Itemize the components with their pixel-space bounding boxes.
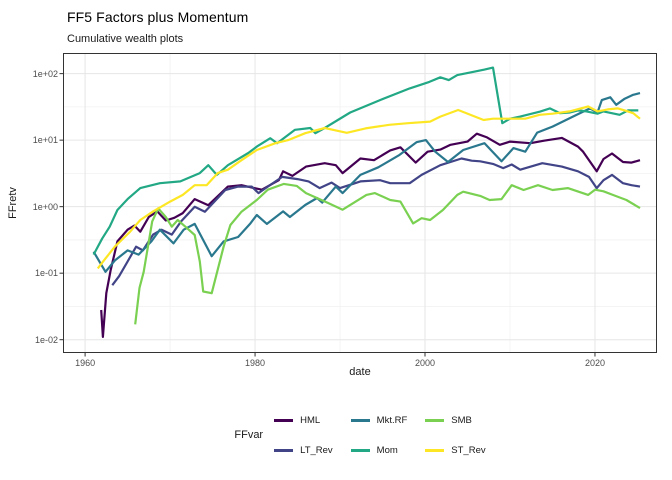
x-tick-label: 1980	[245, 358, 266, 368]
x-tick-label: 2020	[584, 358, 605, 368]
legend-items: HML LT_Rev Mkt.RF Mom SMB ST_Rev	[274, 408, 486, 462]
series-line-hml	[100, 132, 641, 338]
chart-title: FF5 Factors plus Momentum	[67, 9, 249, 25]
lt-rev-line-key-icon	[274, 448, 294, 452]
legend-label: Mkt.RF	[376, 414, 408, 426]
legend-item-hml: HML	[274, 415, 333, 426]
st-rev-line-key-icon	[425, 448, 445, 452]
series-line-mkt-rf	[92, 92, 641, 273]
legend-label: HML	[300, 414, 321, 426]
legend-item-mkt-rf: Mkt.RF	[350, 414, 408, 426]
y-tick-label: 1e-01	[34, 268, 58, 279]
smb-line-key-icon	[425, 418, 445, 422]
mkt-rf-line-key-icon	[350, 418, 370, 422]
legend-label: LT_Rev	[300, 444, 333, 456]
legend-label: Mom	[376, 444, 398, 456]
x-axis-title: date	[349, 366, 371, 378]
series-line-st-rev	[96, 105, 641, 270]
series-line-lt-rev	[111, 157, 641, 286]
legend-item-st-rev: ST_Rev	[425, 444, 486, 456]
y-tick-label: 1e+02	[32, 68, 58, 79]
legend-item-lt-rev: LT_Rev	[274, 445, 333, 456]
y-axis-title: FFretv	[7, 187, 19, 219]
hml-line-key-icon	[274, 418, 294, 422]
x-tick-label: 1960	[75, 358, 96, 368]
series-line-smb	[134, 182, 641, 325]
mom-line-key-icon	[350, 448, 370, 452]
chart-subtitle: Cumulative wealth plots	[67, 33, 184, 45]
y-tick-label: 1e-02	[34, 334, 58, 345]
y-tick-label: 1e+01	[32, 135, 58, 146]
legend-title: FFvar	[234, 429, 264, 441]
legend-item-smb: SMB	[425, 415, 485, 426]
legend-label: SMB	[451, 414, 472, 426]
x-tick-label: 2000	[414, 358, 436, 368]
y-tick-label: 1e+00	[32, 201, 58, 212]
legend: FFvar HML LT_Rev Mkt.RF Mom SMB ST_Rev	[63, 408, 657, 462]
legend-label: ST_Rev	[451, 444, 486, 456]
legend-item-mom: Mom	[350, 444, 408, 456]
panel-border	[63, 53, 657, 353]
